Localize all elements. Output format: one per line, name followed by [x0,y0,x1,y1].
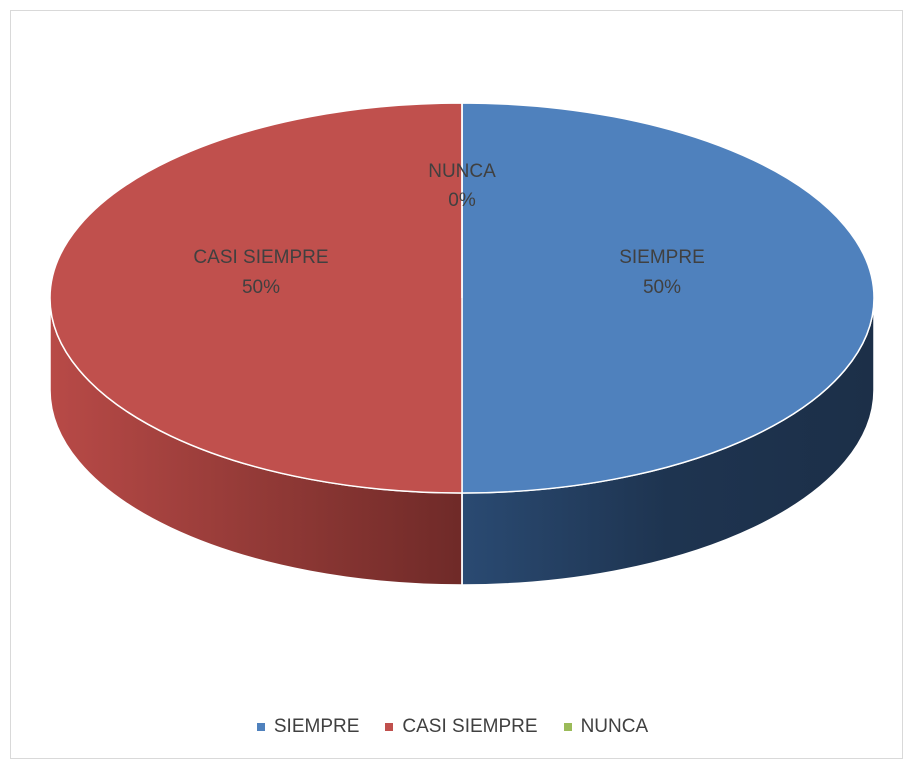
slice-label-casi-siempre-value: 50% [242,277,280,298]
pie-labels: NUNCA 0% CASI SIEMPRE 50% SIEMPRE 50% [193,161,704,298]
legend-swatch-casi-siempre [385,723,394,731]
legend-label-casi-siempre: CASI SIEMPRE [402,716,538,737]
legend-item-casi-siempre: CASI SIEMPRE [385,716,538,738]
pie-slice-casi-siempre [49,102,463,494]
slice-label-siempre-value: 50% [643,277,681,298]
legend-item-nunca: NUNCA [563,716,649,738]
legend: SIEMPRE CASI SIEMPRE NUNCA [0,712,905,742]
legend-item-siempre: SIEMPRE [256,716,360,738]
legend-swatch-nunca [563,723,572,731]
pie-slice-siempre [461,102,875,494]
legend-swatch-siempre [256,723,265,731]
slice-label-nunca-value: 0% [448,190,476,211]
pie-tops [49,102,875,494]
legend-label-nunca: NUNCA [580,716,649,737]
slice-label-casi-siempre-name: CASI SIEMPRE [193,247,328,268]
slice-label-nunca-name: NUNCA [428,161,496,182]
slice-label-siempre-name: SIEMPRE [619,247,705,268]
legend-label-siempre: SIEMPRE [273,716,360,737]
